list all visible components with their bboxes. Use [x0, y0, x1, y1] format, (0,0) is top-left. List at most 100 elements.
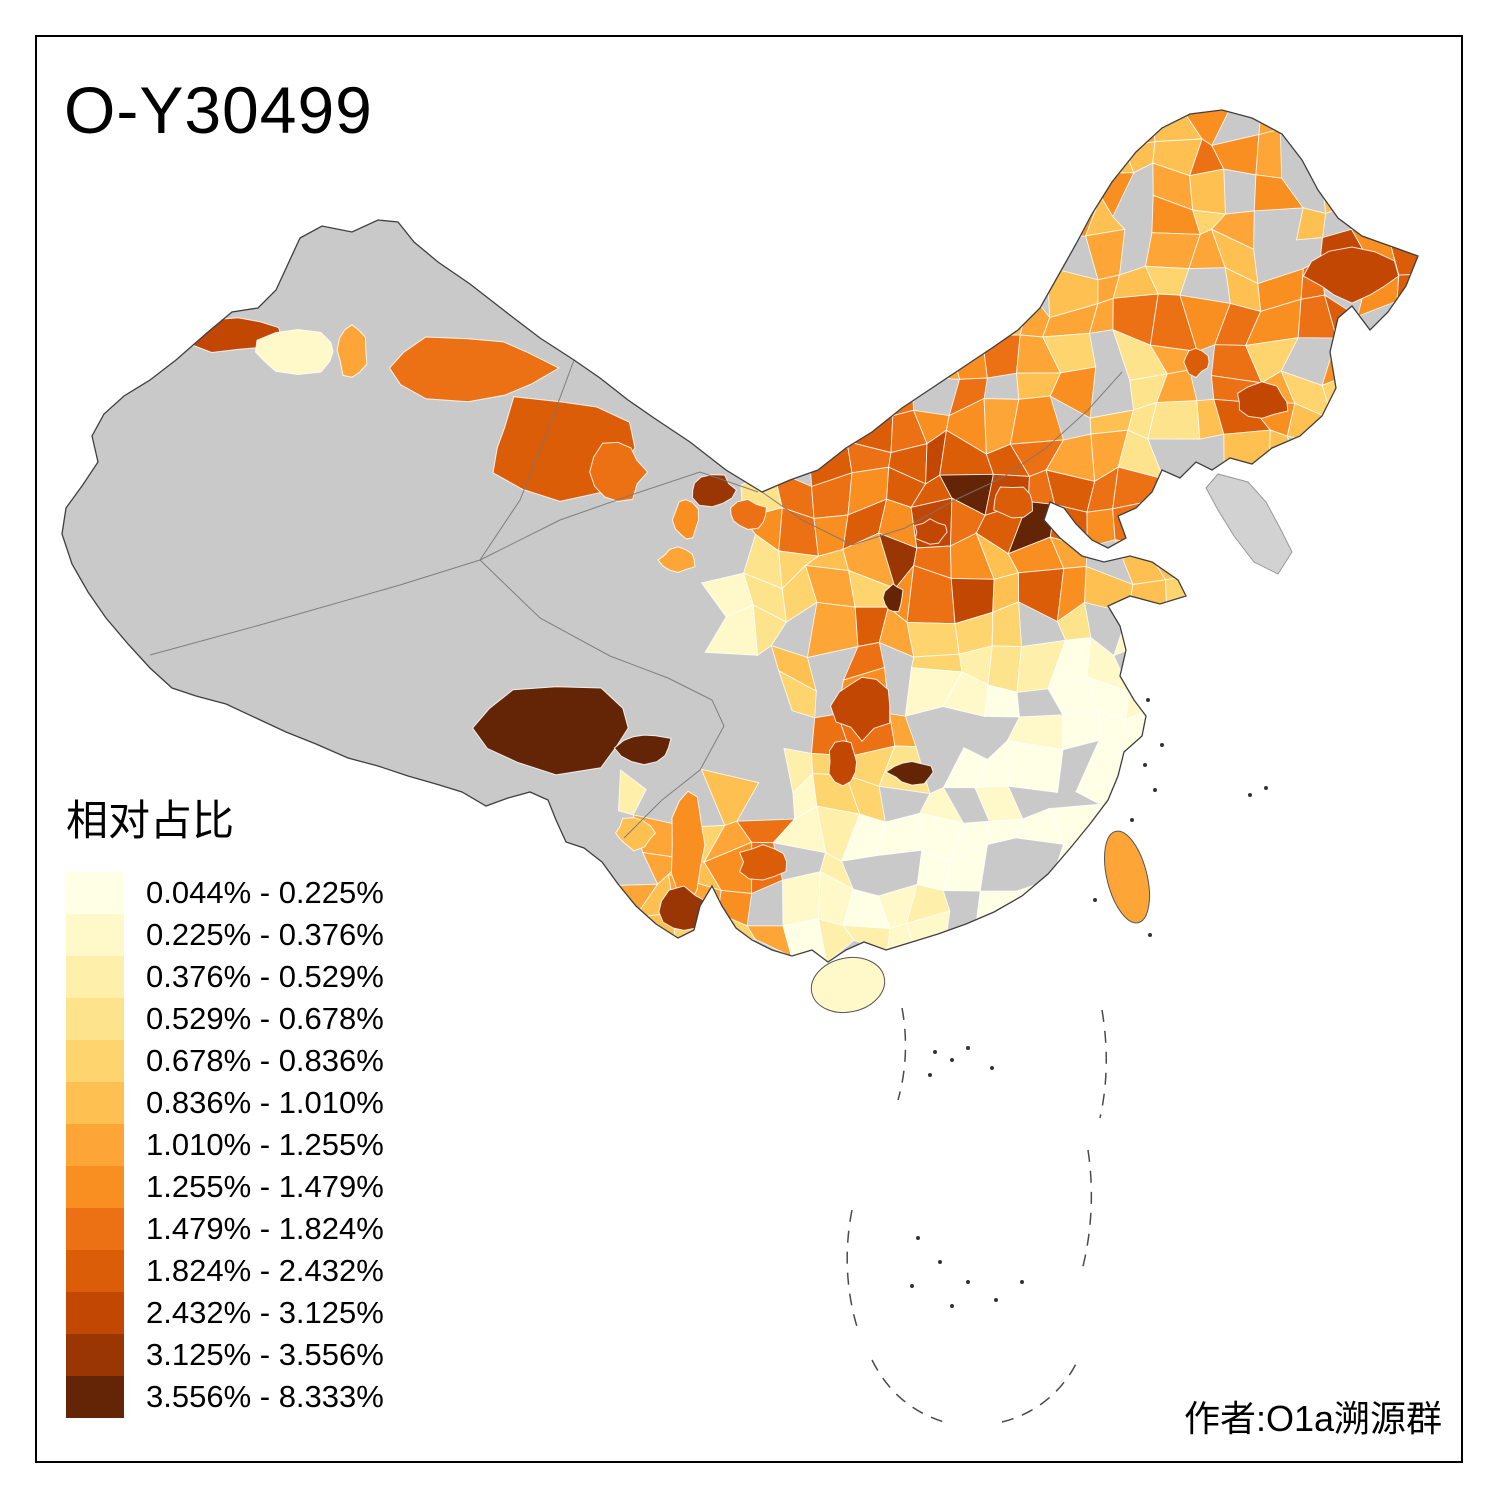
- legend-label: 3.556% - 8.333%: [146, 1379, 384, 1415]
- map-region: [1456, 634, 1500, 689]
- map-region: [1420, 671, 1471, 717]
- map-region: [1450, 472, 1498, 519]
- island-dot: [994, 1298, 998, 1302]
- map-region: [1352, 715, 1406, 747]
- map-region: [906, 621, 960, 658]
- map-region: [671, 499, 700, 540]
- map-region: [657, 546, 696, 574]
- legend-label: 1.479% - 1.824%: [146, 1211, 384, 1247]
- map-region: [1257, 888, 1299, 910]
- legend-swatch: [66, 1166, 124, 1209]
- map-region: [1381, 409, 1418, 450]
- map-region: [1358, 110, 1407, 141]
- map-region: [388, 336, 560, 403]
- hainan-island: [810, 956, 886, 1014]
- map-region: [1420, 634, 1458, 675]
- map-region: [1450, 434, 1500, 481]
- map-region: [1392, 160, 1418, 196]
- map-region: [613, 734, 672, 766]
- map-region: [1286, 402, 1334, 448]
- map-region: [828, 740, 858, 787]
- map-region: [1261, 647, 1296, 691]
- map-region: [1096, 110, 1125, 148]
- map-region: [1006, 739, 1064, 794]
- map-region: [1189, 168, 1226, 215]
- map-region: [1147, 914, 1200, 950]
- province-border: [479, 359, 575, 561]
- map-region: [1264, 477, 1303, 501]
- map-region: [1459, 808, 1500, 849]
- map-region: [1464, 364, 1491, 418]
- map-region: [1433, 228, 1468, 285]
- map-region: [1043, 160, 1102, 216]
- legend-item: 0.225% - 0.376%: [66, 914, 384, 957]
- map-region: [1469, 131, 1500, 169]
- map-region: [1384, 922, 1418, 962]
- map-region: [1424, 850, 1474, 888]
- legend-rows: 0.044% - 0.225% 0.225% - 0.376% 0.376% - 0…: [66, 872, 384, 1419]
- legend-label: 1.255% - 1.479%: [146, 1169, 384, 1205]
- map-region: [1258, 110, 1301, 136]
- legend-item: 2.432% - 3.125%: [66, 1292, 384, 1335]
- map-region: [1470, 548, 1500, 584]
- map-region: [1358, 137, 1407, 181]
- map-region: [1452, 707, 1494, 751]
- map-region: [1347, 500, 1399, 552]
- map-region: [1383, 639, 1418, 674]
- island-dot: [950, 1304, 954, 1308]
- map-region: [1148, 877, 1199, 928]
- map-region: [1319, 163, 1368, 215]
- map-region: [1388, 194, 1418, 241]
- sea-dash-line: [1099, 1009, 1108, 1119]
- map-region: [1213, 906, 1264, 960]
- map-region: [1429, 384, 1470, 409]
- map-region: [974, 890, 1034, 932]
- island-dot: [990, 1066, 994, 1070]
- map-region: [782, 918, 828, 962]
- legend-item: 1.824% - 2.432%: [66, 1250, 384, 1293]
- map-region: [1469, 845, 1500, 892]
- legend-swatch: [66, 1376, 124, 1419]
- map-region: [1435, 195, 1460, 240]
- legend-label: 1.010% - 1.255%: [146, 1127, 384, 1163]
- legend-item: 3.125% - 3.556%: [66, 1334, 384, 1377]
- map-region: [993, 486, 1034, 519]
- map-region: [1312, 542, 1363, 586]
- map-region: [1391, 61, 1431, 104]
- legend-label: 0.678% - 0.836%: [146, 1043, 384, 1079]
- legend-swatch: [66, 872, 124, 915]
- province-border: [479, 471, 759, 561]
- map-region: [614, 817, 657, 852]
- province-border: [761, 371, 1123, 546]
- map-region: [1326, 573, 1371, 621]
- map-region: [1357, 615, 1395, 641]
- map-region: [1392, 139, 1418, 181]
- map-region: [1365, 174, 1407, 200]
- map-region: [1439, 519, 1474, 555]
- province-border: [479, 559, 725, 727]
- map-region: [1302, 246, 1400, 304]
- map-region: [1312, 469, 1372, 511]
- legend-title: 相对占比: [66, 797, 235, 844]
- map-region: [1386, 849, 1418, 889]
- legend-swatch: [66, 1040, 124, 1083]
- map-region: [1387, 740, 1418, 784]
- map-region: [1043, 910, 1100, 962]
- map-region: [974, 916, 1035, 956]
- map-region: [1350, 373, 1408, 421]
- map-region: [1348, 637, 1391, 680]
- island-dot: [928, 1073, 932, 1077]
- island-dot: [1143, 763, 1147, 767]
- map-region: [1086, 508, 1116, 548]
- legend-swatch: [66, 998, 124, 1041]
- map-region: [882, 583, 904, 613]
- mainland-outline: [61, 109, 1419, 963]
- map-region: [1316, 776, 1367, 808]
- map-region: [730, 498, 767, 531]
- map-region: [1392, 569, 1418, 624]
- map-region: [1453, 212, 1492, 227]
- figure-border: [35, 35, 1463, 1463]
- island-dot: [910, 1284, 914, 1288]
- map-region: [1165, 576, 1204, 620]
